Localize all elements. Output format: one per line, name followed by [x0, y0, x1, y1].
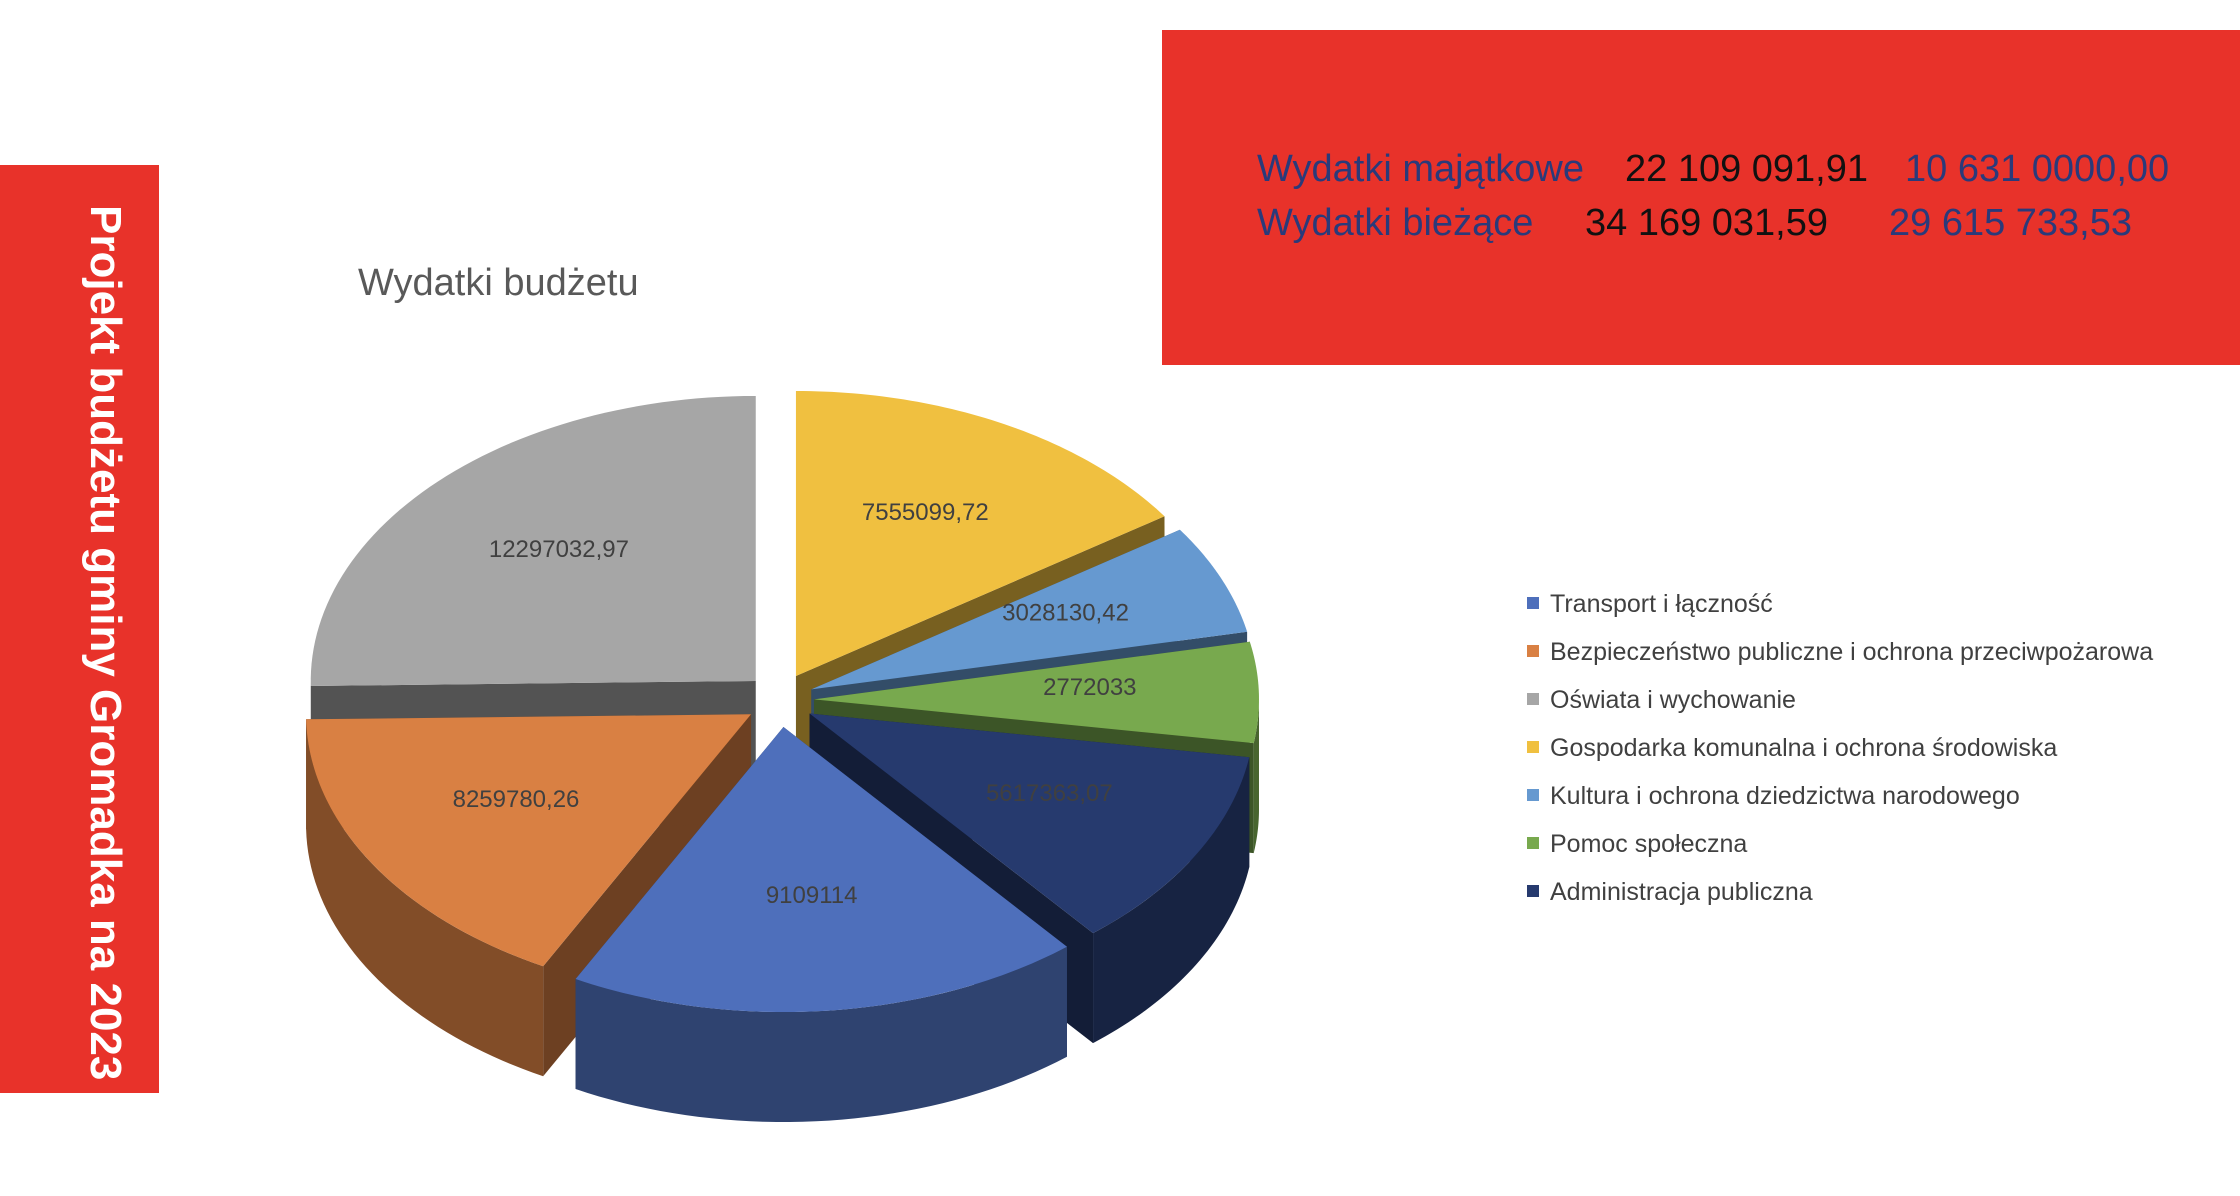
summary-label: Wydatki bieżące: [1257, 202, 1534, 244]
legend-label: Kultura i ochrona dziedzictwa narodowego: [1550, 782, 2020, 810]
pie-data-label: 8259780,26: [453, 786, 580, 813]
summary-box: Wydatki majątkowe 22 109 091,91 10 631 0…: [1162, 30, 2240, 365]
legend-label: Pomoc społeczna: [1550, 830, 1748, 858]
legend-item: Transport i łączność: [1527, 590, 1773, 619]
summary-value-2023: 10 631 0000,00: [1905, 148, 2170, 190]
pie-slice-top: [809, 713, 1250, 934]
pie-data-label: 7555099,72: [862, 499, 989, 526]
legend-swatch: [1527, 597, 1539, 610]
legend-swatch: [1527, 885, 1539, 898]
pie-slice-top: [310, 395, 756, 686]
legend-swatch: [1527, 645, 1539, 658]
pie-slice-wall: [1253, 699, 1259, 854]
pie-slice-wall: [575, 946, 1067, 1123]
pie-slice: [575, 727, 1067, 1123]
pie-slice-top: [795, 390, 1165, 676]
pie-data-label: 2772033: [1043, 674, 1136, 701]
pie-slice-top: [811, 529, 1248, 690]
legend-label: Gospodarka komunalna i ochrona środowisk…: [1550, 734, 2058, 762]
pie-data-label: 9109114: [766, 882, 858, 909]
legend-item: Administracja publiczna: [1527, 878, 1813, 907]
legend-label: Transport i łączność: [1550, 590, 1773, 618]
legend-item: Gospodarka komunalna i ochrona środowisk…: [1527, 734, 2057, 763]
legend-swatch: [1527, 741, 1539, 754]
pie-data-label: 3028130,42: [1002, 600, 1129, 627]
chart-title: Wydatki budżetu: [358, 262, 639, 304]
legend-swatch: [1527, 789, 1539, 802]
summary-value-2022: 22 109 091,91: [1625, 148, 1869, 190]
pie-slice-top: [813, 641, 1259, 744]
summary-label: Wydatki majątkowe: [1257, 148, 1584, 190]
pie-data-label: 12297032,97: [489, 536, 629, 563]
summary-value-2022: 34 169 031,59: [1585, 202, 1829, 244]
legend-item: Oświata i wychowanie: [1527, 686, 1796, 715]
legend-label: Oświata i wychowanie: [1550, 686, 1796, 714]
legend-item: Pomoc społeczna: [1527, 830, 1747, 859]
legend-swatch: [1527, 837, 1539, 850]
pie-chart: 7555099,72 3028130,42 2772033 5617363,07 910…: [306, 390, 1259, 1123]
side-banner: [0, 165, 159, 1093]
pie-slice-wall: [1093, 757, 1250, 1044]
summary-value-2023: 29 615 733,53: [1889, 202, 2133, 244]
legend-label: Administracja publiczna: [1550, 878, 1813, 906]
legend-item: Bezpieczeństwo publiczne i ochrona przec…: [1527, 638, 2153, 667]
pie-slice-top: [575, 727, 1067, 1013]
legend-item: Kultura i ochrona dziedzictwa narodowego: [1527, 782, 2020, 811]
legend-swatch: [1527, 693, 1539, 706]
pie-slice-top: [306, 714, 752, 967]
pie-data-label: 5617363,07: [986, 780, 1113, 807]
pie-slice-wall: [306, 719, 544, 1077]
legend-label: Bezpieczeństwo publiczne i ochrona przec…: [1550, 638, 2154, 666]
